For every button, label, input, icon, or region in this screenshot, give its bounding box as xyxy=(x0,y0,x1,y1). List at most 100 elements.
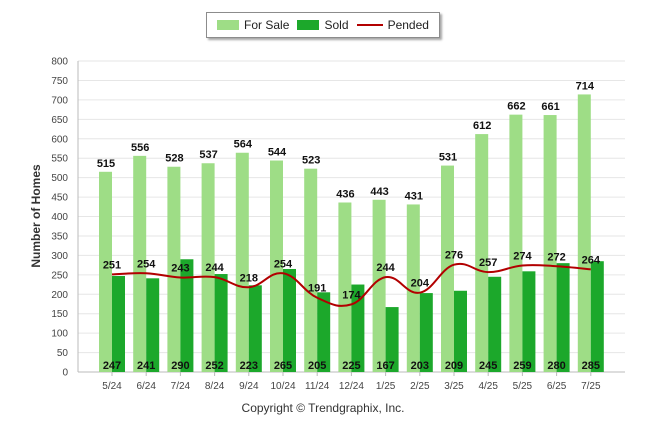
y-tick-label: 350 xyxy=(51,231,68,242)
legend-item-sold[interactable]: Sold xyxy=(297,18,349,32)
bars xyxy=(99,94,604,373)
y-tick-label: 650 xyxy=(51,115,68,126)
for-sale-value-label: 515 xyxy=(97,158,115,170)
bar-for-sale xyxy=(304,168,318,372)
pended-value-label: 244 xyxy=(376,262,395,274)
bar-for-sale xyxy=(235,152,249,372)
x-tick-label: 4/25 xyxy=(478,381,498,392)
sold-value-label: 285 xyxy=(582,360,600,372)
x-tick-label: 2/25 xyxy=(410,381,430,392)
y-tick-label: 400 xyxy=(51,212,68,223)
pended-value-label: 257 xyxy=(479,257,497,269)
y-tick-label: 600 xyxy=(51,134,68,145)
sold-value-label: 259 xyxy=(513,360,531,372)
pended-value-label: 174 xyxy=(342,289,361,301)
bar-sold xyxy=(248,285,262,372)
for-sale-value-label: 537 xyxy=(199,149,217,161)
x-tick-label: 5/25 xyxy=(513,381,533,392)
bar-sold xyxy=(214,274,228,372)
bar-sold xyxy=(180,259,194,372)
for-sale-value-label: 531 xyxy=(439,152,457,164)
sold-value-label: 290 xyxy=(171,360,189,372)
bar-sold xyxy=(454,290,467,372)
bar-sold xyxy=(351,284,365,372)
pended-value-label: 272 xyxy=(547,251,565,263)
bar-sold xyxy=(283,268,296,372)
legend: For Sale Sold Pended xyxy=(206,12,440,38)
sold-value-label: 203 xyxy=(411,360,429,372)
x-tick-label: 3/25 xyxy=(444,381,464,392)
sold-swatch-icon xyxy=(297,20,320,30)
pended-value-label: 204 xyxy=(411,278,430,290)
bar-for-sale xyxy=(543,115,557,372)
legend-item-for-sale[interactable]: For Sale xyxy=(217,18,289,32)
bar-sold xyxy=(419,293,433,372)
y-tick-label: 750 xyxy=(51,76,68,87)
sold-value-label: 167 xyxy=(376,360,394,372)
for-sale-value-label: 431 xyxy=(405,190,423,202)
bar-sold xyxy=(522,271,536,372)
for-sale-value-label: 662 xyxy=(507,101,525,113)
y-tick-label: 700 xyxy=(51,95,68,106)
x-tick-label: 5/24 xyxy=(102,381,122,392)
y-tick-label: 300 xyxy=(51,251,68,262)
x-tick-label: 6/25 xyxy=(547,381,567,392)
y-axis-ticks: 0 50 100 150 200 250 300 350 400 450 500 550 600 650 7… xyxy=(51,57,68,379)
pended-value-label: 218 xyxy=(240,272,258,284)
y-tick-label: 150 xyxy=(51,309,68,320)
bar-for-sale xyxy=(270,160,283,372)
legend-label-for-sale: For Sale xyxy=(244,18,290,32)
for-sale-value-label: 528 xyxy=(165,153,183,165)
bar-sold xyxy=(317,292,331,372)
x-tick-label: 7/25 xyxy=(581,381,601,392)
bar-sold xyxy=(146,278,160,372)
bar-for-sale xyxy=(509,114,523,373)
for-sale-value-label: 523 xyxy=(302,155,320,167)
pended-value-label: 251 xyxy=(103,259,121,271)
pended-value-label: 244 xyxy=(205,262,224,274)
x-tick-label: 10/24 xyxy=(270,381,295,392)
bar-sold xyxy=(385,307,399,372)
sold-value-label: 209 xyxy=(445,360,463,372)
sold-value-label: 280 xyxy=(547,360,565,372)
copyright-text: Copyright © Trendgraphix, Inc. xyxy=(241,401,405,415)
sold-value-label: 247 xyxy=(103,360,121,372)
sold-value-label: 205 xyxy=(308,360,326,372)
y-tick-label: 250 xyxy=(51,270,68,281)
for-sale-swatch-icon xyxy=(217,20,240,30)
x-tick-label: 1/25 xyxy=(376,381,396,392)
x-tick-label: 6/24 xyxy=(136,381,156,392)
legend-item-pended[interactable]: Pended xyxy=(356,18,429,32)
pended-value-label: 254 xyxy=(274,258,293,270)
for-sale-value-label: 556 xyxy=(131,142,149,154)
for-sale-value-label: 564 xyxy=(234,139,253,151)
bar-for-sale xyxy=(201,163,215,372)
pended-line-swatch-icon xyxy=(356,24,383,26)
bar-for-sale xyxy=(577,94,591,373)
x-tick-label: 12/24 xyxy=(339,381,364,392)
y-tick-label: 200 xyxy=(51,290,68,301)
bar-for-sale xyxy=(167,166,181,372)
y-tick-label: 800 xyxy=(51,57,68,68)
for-sale-value-label: 436 xyxy=(336,189,354,201)
sold-value-label: 223 xyxy=(240,360,258,372)
bar-for-sale xyxy=(372,199,386,372)
sold-value-label: 241 xyxy=(137,360,155,372)
bar-sold xyxy=(112,275,125,372)
y-tick-label: 50 xyxy=(57,348,69,359)
bar-for-sale xyxy=(475,134,489,372)
y-tick-label: 550 xyxy=(51,154,68,165)
pended-value-label: 191 xyxy=(308,283,326,295)
pended-value-label: 274 xyxy=(513,250,532,262)
legend-label-pended: Pended xyxy=(387,18,429,32)
sold-value-label: 252 xyxy=(205,360,223,372)
sold-value-label: 225 xyxy=(342,360,360,372)
x-tick-label: 8/24 xyxy=(205,381,225,392)
x-tick-label: 7/24 xyxy=(171,381,191,392)
pended-value-label: 276 xyxy=(445,250,463,262)
y-tick-label: 450 xyxy=(51,193,68,204)
sold-value-label: 265 xyxy=(274,360,292,372)
bar-sold xyxy=(488,276,502,372)
bar-for-sale xyxy=(338,202,352,372)
